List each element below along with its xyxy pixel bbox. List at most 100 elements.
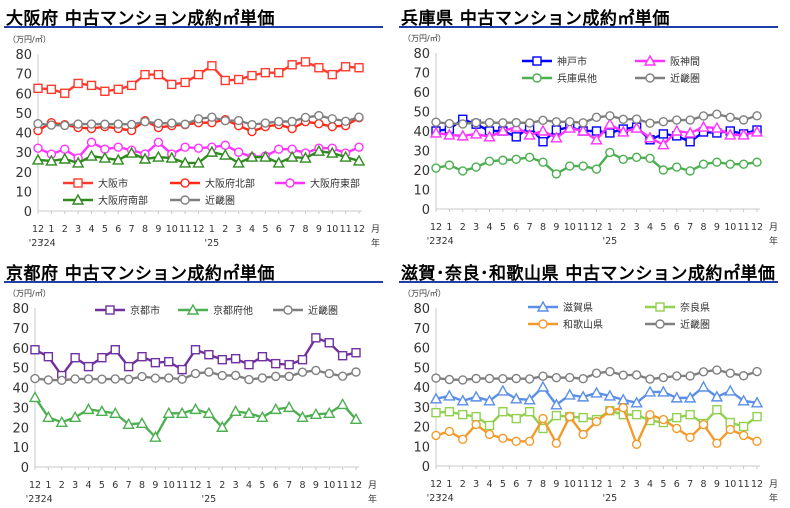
data-point [175, 406, 189, 419]
data-point [45, 154, 58, 166]
hyogo-chart-panel: 兵庫県 中古マンション成約㎡単価 （万円/㎡） 0 10 20 30 40 50 60 70 80… [395, 0, 790, 253]
x-year-label: '24 [439, 493, 454, 504]
data-point [220, 116, 230, 126]
x-tick-label: 12 [29, 480, 41, 491]
x-tick-label: 9 [714, 222, 720, 233]
data-point [697, 120, 710, 132]
data-point [274, 116, 284, 127]
data-point [272, 156, 285, 168]
x-tick-label: 5 [660, 479, 666, 490]
data-point [217, 354, 227, 365]
x-tick-label: 4 [486, 222, 492, 233]
x-tick-label: 11 [738, 479, 750, 490]
data-point [631, 409, 642, 420]
data-point [444, 426, 455, 437]
data-point [285, 150, 299, 162]
data-point [658, 165, 669, 175]
x-tick-label: 6 [276, 224, 282, 235]
data-point [551, 410, 562, 421]
y-tick-label: 40 [12, 382, 29, 397]
data-point [536, 124, 550, 136]
x-tick-label: 7 [687, 479, 693, 490]
data-point [233, 115, 244, 126]
data-point [685, 137, 695, 147]
data-point [458, 119, 468, 129]
data-point [220, 140, 230, 150]
x-tick-label: 5 [500, 222, 506, 233]
data-point [565, 116, 575, 127]
data-point [162, 406, 175, 419]
legend-marker [71, 193, 85, 205]
data-point [297, 367, 308, 377]
data-point [536, 380, 550, 392]
x-tick-label: 2 [620, 479, 626, 490]
legend-marker [73, 178, 83, 188]
x-tick-label: 6 [273, 480, 279, 491]
x-tick-label: 8 [302, 224, 308, 235]
data-point [153, 69, 164, 80]
data-point [672, 115, 682, 125]
x-tick-label: 12 [32, 224, 44, 235]
title-underline [399, 26, 778, 28]
data-point [149, 430, 162, 442]
x-tick-label: 9 [714, 479, 720, 490]
data-point [458, 375, 468, 385]
data-point [511, 132, 521, 142]
data-point [725, 424, 735, 435]
data-point [658, 116, 669, 127]
y-tick-label: 80 [413, 302, 430, 317]
x-tick-label: 12 [751, 479, 763, 490]
data-point [429, 392, 443, 404]
data-point [697, 380, 710, 392]
data-point [617, 125, 630, 137]
title-underline [399, 281, 778, 283]
data-point [324, 368, 334, 379]
x-tick-label: 1 [607, 479, 613, 490]
data-point [431, 117, 441, 127]
data-point [150, 373, 161, 383]
data-point [100, 86, 110, 96]
data-point [724, 384, 737, 396]
legend-label: 大阪府南部 [98, 194, 148, 207]
legend-label: 滋賀県 [563, 301, 593, 314]
data-point [484, 373, 495, 384]
data-point [284, 359, 294, 370]
x-tick-label: 5 [102, 224, 108, 235]
data-point [498, 374, 508, 384]
data-point [354, 63, 364, 73]
data-point [126, 80, 137, 91]
data-point [30, 373, 40, 384]
x-tick-label: 3 [634, 479, 640, 490]
x-tick-label: 2 [219, 480, 225, 491]
data-point [312, 144, 326, 156]
x-tick-label: 6 [674, 222, 680, 233]
x-tick-label: 8 [139, 480, 145, 491]
data-point [202, 406, 216, 419]
x-tick-label: 3 [233, 480, 239, 491]
x-tick-label: 8 [540, 479, 546, 490]
data-point [498, 118, 508, 128]
data-point [326, 146, 339, 158]
data-point [83, 374, 94, 384]
data-point [31, 153, 45, 165]
data-point [578, 161, 588, 171]
data-point [524, 152, 535, 163]
data-point [523, 128, 536, 140]
data-point [43, 375, 54, 385]
data-point [193, 143, 204, 153]
y-tick-label: 30 [12, 401, 29, 416]
data-point [712, 438, 722, 448]
legend-label: 京都府他 [213, 304, 253, 317]
x-year-label: '25 [603, 236, 618, 247]
data-point [550, 131, 563, 143]
data-point [327, 114, 337, 124]
x-tick-label: 12 [192, 224, 204, 235]
y-tick-label: 0 [422, 460, 430, 475]
data-point [645, 374, 655, 384]
data-point [591, 416, 602, 427]
data-point [471, 411, 481, 422]
data-point [190, 345, 201, 355]
x-unit-label: 月 [769, 222, 778, 233]
y-tick-label: 60 [413, 86, 430, 101]
